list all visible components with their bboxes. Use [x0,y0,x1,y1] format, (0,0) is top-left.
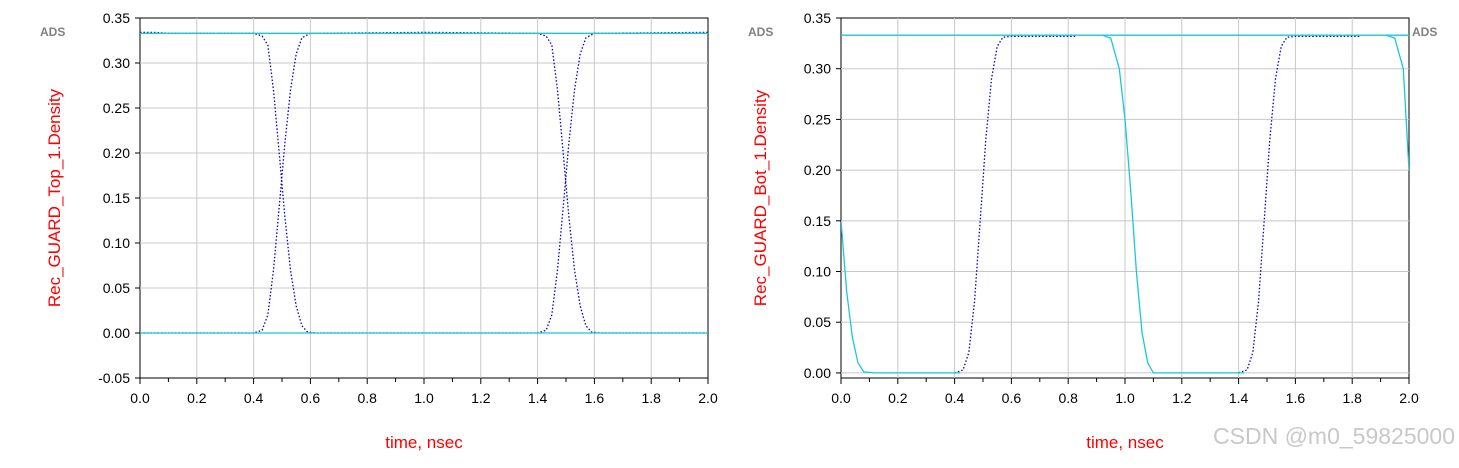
series-1-line [140,31,708,334]
x-tick-label: 0.6 [1002,390,1022,406]
y-tick-label: 0.00 [804,365,831,381]
y-tick-label: 0.05 [804,314,831,330]
x-tick-label: 1.0 [1115,390,1135,406]
ads-label: ADS [40,25,65,39]
y-tick-label: 0.05 [103,280,130,296]
y-tick-label: 0.30 [804,61,831,77]
ads-label-right: ADS [1412,25,1437,39]
y-tick-label: 0.20 [804,162,831,178]
y-tick-label: 0.10 [804,264,831,280]
x-axis-label: time, nsec [1086,433,1164,452]
chart-right: 0.0 0.2 0.4 0.6 0.8 1.0 1.2 1.4 1.6 1.8 2.0 0.00 0.0… [725,0,1459,463]
x-axis-label: time, nsec [385,433,463,452]
x-tick-label: 1.6 [585,390,605,406]
chart-left: 0.0 0.2 0.4 0.6 0.8 1.0 1.2 1.4 1.6 1.8 2.0 -0.05 0.… [0,0,725,463]
x-tick-label: 0.0 [130,390,150,406]
x-tick-label: 0.4 [244,390,264,406]
series-2-line [841,220,961,374]
x-tick-label: 1.0 [414,390,434,406]
x-tick-label: 2.0 [698,390,718,406]
y-tick-label: 0.15 [804,213,831,229]
x-tick-label: 0.2 [187,390,207,406]
x-tick-label: 1.4 [528,390,548,406]
series-2-line [1386,34,1409,171]
y-tick-label: -0.05 [98,370,130,386]
x-tick-label: 1.8 [641,390,661,406]
x-tick-label: 0.8 [357,390,377,406]
chart-right-svg: 0.0 0.2 0.4 0.6 0.8 1.0 1.2 1.4 1.6 1.8 2.0 0.00 0.0… [748,10,1437,452]
x-tick-label: 0.6 [301,390,321,406]
x-tick-label: 1.2 [1172,390,1192,406]
y-tick-label: 0.20 [103,145,130,161]
watermark: CSDN @m0_59825000 [1213,423,1455,449]
x-tick-label: 0.2 [888,390,908,406]
ads-label: ADS [748,25,773,39]
y-axis-label: Rec_GUARD_Top_1.Density [45,88,64,307]
x-tick-label: 1.8 [1342,390,1362,406]
x-tick-label: 0.8 [1058,390,1078,406]
x-tick-label: 1.2 [471,390,491,406]
y-tick-label: 0.35 [103,10,130,26]
y-tick-label: 0.30 [103,55,130,71]
y-tick-label: 0.10 [103,235,130,251]
x-tick-label: 0.0 [831,390,851,406]
y-tick-label: 0.15 [103,190,130,206]
x-tick-label: 1.4 [1229,390,1249,406]
y-axis-label: Rec_GUARD_Bot_1.Density [751,89,770,306]
chart-left-svg: 0.0 0.2 0.4 0.6 0.8 1.0 1.2 1.4 1.6 1.8 2.0 -0.05 0.… [40,10,718,452]
y-tick-label: 0.25 [804,111,831,127]
x-tick-label: 1.6 [1286,390,1306,406]
y-tick-label: 0.35 [804,10,831,26]
y-tick-label: 0.25 [103,100,130,116]
series-1-line [1238,35,1361,374]
y-tick-label: 0.00 [103,325,130,341]
series-2-line [1102,34,1245,374]
x-tick-label: 0.4 [945,390,965,406]
series-1-line [954,35,1077,374]
x-tick-label: 2.0 [1399,390,1419,406]
